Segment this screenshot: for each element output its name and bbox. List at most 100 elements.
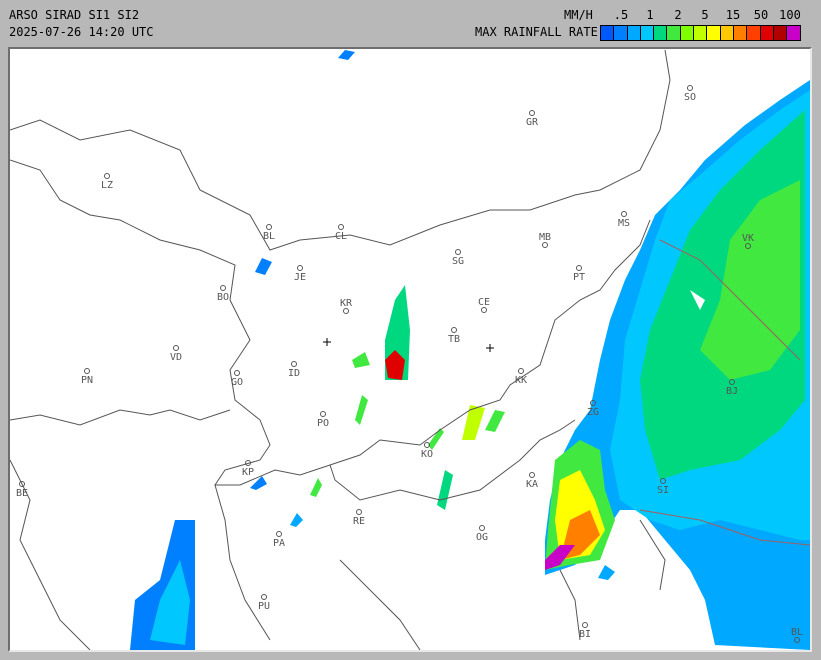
radar-map[interactable]: SO GR LZ MS BL CL MB VK JE SG PT BO KR CE TB VD ID PN GO KK… (8, 47, 812, 652)
legend-swatch (787, 26, 801, 40)
city-zg: ZG (587, 400, 599, 418)
city-si: SI (657, 478, 669, 496)
city-label: GO (231, 377, 243, 388)
city-marker-icon (424, 442, 430, 448)
legend-swatch (760, 26, 774, 40)
city-label: GR (526, 117, 539, 128)
city-ms: MS (618, 211, 630, 229)
city-bi: BI (579, 622, 591, 640)
city-cl: CL (335, 224, 347, 242)
city-marker-icon (245, 460, 251, 466)
legend-ticks: .5 1 2 5 15 50 100 (600, 8, 812, 22)
city-bl: BL (791, 627, 803, 643)
city-label: SI (657, 485, 669, 496)
city-marker-icon (291, 361, 297, 367)
city-marker-icon (19, 481, 25, 487)
city-ka: KA (526, 472, 538, 490)
city-kr: KR (340, 298, 353, 314)
city-label: BL (791, 627, 803, 638)
city-marker-icon (660, 478, 666, 484)
city-label: SG (452, 256, 464, 267)
city-vd: VD (170, 345, 182, 363)
city-label: PT (573, 272, 585, 283)
city-marker-icon (234, 370, 240, 376)
legend-tick: 5 (701, 8, 709, 22)
city-marker-icon (529, 110, 535, 116)
city-vk: VK (742, 233, 754, 249)
city-marker-icon (621, 211, 627, 217)
city-marker-icon (261, 594, 267, 600)
city-bl: BL (263, 224, 275, 242)
legend-swatch (667, 26, 681, 40)
city-marker-icon (794, 637, 800, 643)
unit-label: MM/H (564, 8, 593, 22)
timestamp: 2025-07-26 14:20 UTC (9, 25, 154, 39)
city-markers: SO GR LZ MS BL CL MB VK JE SG PT BO KR CE TB VD ID PN GO KK… (16, 85, 803, 643)
city-lz: LZ (101, 173, 113, 191)
legend-swatch (627, 26, 641, 40)
city-label: BJ (726, 386, 738, 397)
city-ce: CE (478, 297, 490, 313)
legend-tick: .5 (613, 8, 629, 22)
product-title: ARSO SIRAD SI1 SI2 (9, 8, 140, 22)
reference-crosses (323, 338, 494, 352)
city-marker-icon (338, 224, 344, 230)
city-id: ID (288, 361, 300, 379)
city-pu: PU (258, 594, 270, 612)
city-bj: BJ (726, 379, 738, 397)
map-canvas: SO GR LZ MS BL CL MB VK JE SG PT BO KR CE TB VD ID PN GO KK… (10, 49, 810, 650)
city-marker-icon (687, 85, 693, 91)
city-po: PO (317, 411, 329, 429)
city-marker-icon (84, 368, 90, 374)
city-label: VD (170, 352, 182, 363)
legend-swatch (614, 26, 628, 40)
legend-swatch (720, 26, 734, 40)
city-bo: BO (217, 285, 229, 303)
city-marker-icon (582, 622, 588, 628)
color-legend (600, 25, 802, 41)
legend-tick: 15 (725, 8, 741, 22)
city-label: PU (258, 601, 270, 612)
city-marker-icon (518, 368, 524, 374)
city-marker-icon (745, 243, 751, 249)
city-mb: MB (539, 232, 551, 248)
city-marker-icon (451, 327, 457, 333)
city-label: JE (294, 272, 306, 283)
legend-title: MAX RAINFALL RATE (475, 25, 598, 39)
legend-tick: 50 (753, 8, 769, 22)
city-be: BE (16, 481, 28, 499)
city-pt: PT (573, 265, 585, 283)
city-label: ID (288, 368, 300, 379)
city-marker-icon (343, 308, 349, 314)
city-label: OG (476, 532, 488, 543)
city-pn: PN (81, 368, 93, 386)
city-marker-icon (576, 265, 582, 271)
city-ko: KO (421, 442, 433, 460)
legend-swatch (601, 26, 615, 40)
city-marker-icon (542, 242, 548, 248)
legend-swatch (654, 26, 668, 40)
city-label: BE (16, 488, 28, 499)
city-label: BL (263, 231, 275, 242)
city-label: BI (579, 629, 591, 640)
city-so: SO (684, 85, 696, 103)
city-label: CE (478, 297, 490, 308)
legend-swatch (640, 26, 655, 40)
legend-tick: 2 (674, 8, 682, 22)
city-label: PN (81, 375, 93, 386)
city-label: KA (526, 479, 538, 490)
city-label: PA (273, 538, 285, 549)
city-label: BO (217, 292, 229, 303)
legend-tick: 1 (646, 8, 654, 22)
city-label: SO (684, 92, 696, 103)
city-pa: PA (273, 531, 285, 549)
city-label: LZ (101, 180, 113, 191)
legend-swatch (707, 26, 721, 40)
city-label: ZG (587, 407, 599, 418)
city-label: MB (539, 232, 551, 243)
legend-swatch (694, 26, 708, 40)
city-kp: KP (242, 460, 254, 478)
city-re: RE (353, 509, 365, 527)
city-marker-icon (173, 345, 179, 351)
city-label: CL (335, 231, 347, 242)
